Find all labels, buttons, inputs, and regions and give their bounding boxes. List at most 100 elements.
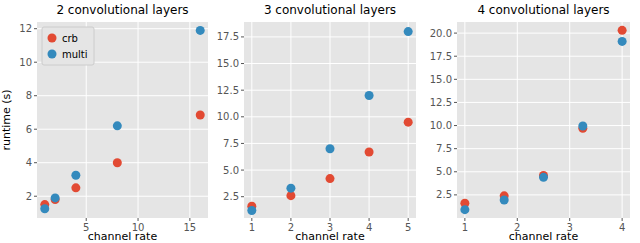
tick-mark: [241, 63, 244, 64]
tick-label: 2.5: [223, 191, 239, 202]
tick-mark: [369, 218, 370, 221]
tick-mark: [34, 62, 37, 63]
tick-label: 6: [26, 124, 32, 135]
tick-mark: [464, 218, 465, 221]
grid-line: [457, 194, 630, 195]
tick-mark: [34, 162, 37, 163]
grid-line: [457, 102, 630, 103]
tick-mark: [241, 196, 244, 197]
panel: 2.55.07.510.012.515.017.520.012344 convo…: [430, 3, 630, 243]
legend-marker: [48, 34, 57, 43]
tick-label: 4: [619, 222, 625, 233]
point: [539, 173, 548, 182]
grid-line: [569, 22, 570, 218]
tick-label: 8: [26, 90, 32, 101]
tick-label: 12.5: [217, 85, 239, 96]
point: [460, 205, 469, 214]
tick-mark: [189, 218, 190, 221]
tick-mark: [241, 143, 244, 144]
tick-mark: [251, 218, 252, 221]
grid-line: [457, 125, 630, 126]
point: [196, 110, 205, 119]
tick-label: 20.0: [430, 28, 452, 39]
point: [618, 26, 627, 35]
tick-mark: [454, 171, 457, 172]
panel: 24681012510152 convolutional layerschann…: [0, 3, 208, 243]
data-layer: [247, 27, 412, 215]
tick-mark: [290, 218, 291, 221]
plot-area: [457, 22, 630, 218]
point: [500, 195, 509, 204]
data-layer: [40, 26, 204, 213]
point: [71, 171, 80, 180]
grid-line: [457, 79, 630, 80]
tick-label: 10: [19, 57, 32, 68]
point: [365, 147, 374, 156]
point: [113, 121, 122, 130]
tick-mark: [241, 90, 244, 91]
plot-area: [244, 22, 416, 218]
chart-title: 2 convolutional layers: [56, 3, 188, 17]
tick-label: 5.0: [436, 166, 452, 177]
point: [113, 158, 122, 167]
y-axis-label: runtime (s): [0, 89, 13, 150]
grid-line: [369, 22, 370, 218]
point: [71, 183, 80, 192]
tick-mark: [454, 56, 457, 57]
grid-line: [37, 129, 208, 130]
tick-mark: [454, 194, 457, 195]
tick-mark: [34, 196, 37, 197]
point: [404, 27, 413, 36]
grid-line: [37, 196, 208, 197]
tick-label: 15.0: [217, 58, 239, 69]
point: [404, 118, 413, 127]
x-axis-label: channel rate: [295, 230, 365, 243]
tick-label: 4: [366, 222, 372, 233]
tick-label: 17.5: [217, 31, 239, 42]
tick-mark: [138, 218, 139, 221]
grid-line: [37, 162, 208, 163]
chart-title: 3 convolutional layers: [264, 3, 396, 17]
figure: 24681012510152 convolutional layerschann…: [0, 0, 640, 243]
tick-label: 10.0: [430, 120, 452, 131]
grid-line: [251, 22, 252, 218]
tick-mark: [517, 218, 518, 221]
tick-mark: [454, 79, 457, 80]
tick-label: 10.0: [217, 111, 239, 122]
grid-line: [138, 22, 139, 218]
plot-area: [37, 22, 208, 218]
grid-line: [457, 148, 630, 149]
legend-label: crb: [62, 33, 78, 44]
grid-line: [464, 22, 465, 218]
tick-mark: [622, 218, 623, 221]
x-axis-label: channel rate: [88, 230, 158, 243]
grid-line: [457, 56, 630, 57]
tick-label: 15.0: [430, 74, 452, 85]
tick-mark: [454, 33, 457, 34]
data-layer: [460, 26, 626, 214]
point: [196, 26, 205, 35]
panel: 2.55.07.510.012.515.017.5123453 convolut…: [217, 3, 416, 243]
tick-label: 5: [405, 222, 411, 233]
point: [247, 206, 256, 215]
tick-label: 7.5: [223, 138, 239, 149]
legend-box: [42, 27, 94, 65]
tick-mark: [34, 95, 37, 96]
tick-label: 2: [26, 191, 32, 202]
tick-label: 2: [288, 222, 294, 233]
tick-mark: [86, 218, 87, 221]
grid-line: [330, 22, 331, 218]
x-axis-label: channel rate: [509, 230, 579, 243]
tick-mark: [454, 125, 457, 126]
tick-mark: [241, 116, 244, 117]
point: [618, 37, 627, 46]
grid-line: [622, 22, 623, 218]
tick-label: 2.5: [436, 189, 452, 200]
tick-label: 12.5: [430, 97, 452, 108]
tick-mark: [330, 218, 331, 221]
point: [578, 122, 587, 131]
point: [365, 91, 374, 100]
tick-mark: [241, 36, 244, 37]
tick-mark: [569, 218, 570, 221]
point: [51, 193, 60, 202]
